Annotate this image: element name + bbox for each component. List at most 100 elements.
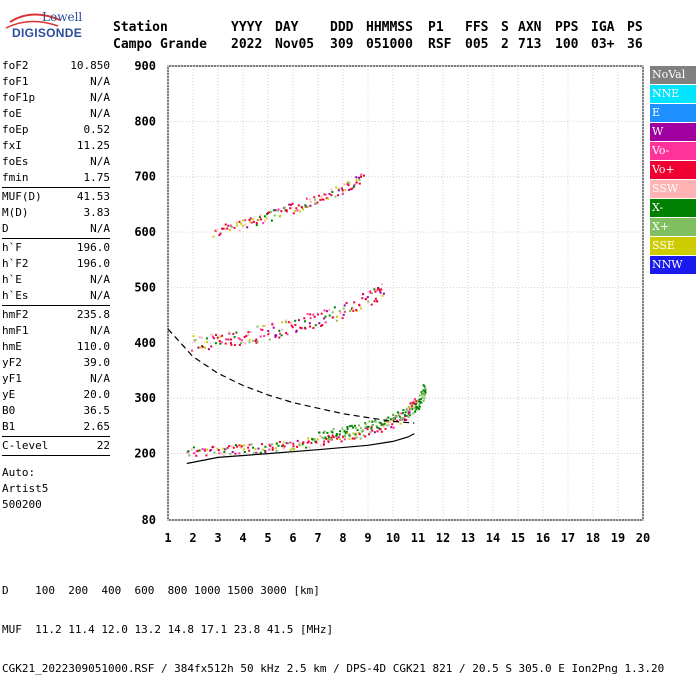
header-value-axn: 713 bbox=[518, 37, 542, 52]
echo-point bbox=[303, 317, 306, 320]
echo-point bbox=[418, 405, 421, 408]
echo-point bbox=[412, 403, 415, 406]
echo-point bbox=[245, 334, 248, 337]
echo-point bbox=[322, 198, 325, 201]
param-row: hmF1 N/A bbox=[2, 323, 110, 339]
param-name: foEs bbox=[2, 155, 29, 168]
echo-point bbox=[249, 221, 252, 224]
echo-point bbox=[290, 324, 293, 327]
echo-point bbox=[330, 436, 333, 439]
echo-point bbox=[387, 421, 389, 424]
param-value: 1.75 bbox=[83, 171, 111, 184]
echo-point bbox=[256, 340, 259, 343]
echo-point bbox=[283, 206, 286, 209]
echo-point bbox=[188, 454, 191, 457]
echo-point bbox=[368, 433, 370, 436]
echo-point bbox=[298, 210, 301, 213]
echo-point bbox=[373, 300, 376, 303]
echo-point bbox=[387, 416, 390, 419]
echo-point bbox=[362, 174, 365, 177]
echo-point bbox=[374, 290, 377, 293]
echo-point bbox=[337, 188, 340, 190]
echo-point bbox=[262, 222, 265, 225]
echo-point bbox=[221, 334, 224, 337]
echo-point bbox=[424, 390, 427, 393]
echo-point bbox=[334, 195, 337, 198]
echo-point bbox=[384, 419, 386, 422]
x-tick-label: 1 bbox=[164, 531, 171, 545]
echo-point bbox=[405, 407, 408, 410]
y-tick-label: 200 bbox=[134, 447, 156, 461]
echo-point bbox=[342, 307, 345, 310]
echo-point bbox=[355, 176, 358, 179]
param-row: fmin 1.75 bbox=[2, 170, 110, 186]
param-value: 11.25 bbox=[76, 139, 110, 152]
echo-point bbox=[243, 336, 246, 339]
echo-point bbox=[312, 313, 315, 316]
header-value-day: Nov05 bbox=[275, 37, 315, 52]
echo-point bbox=[414, 410, 417, 413]
echo-point bbox=[323, 309, 326, 312]
echo-point bbox=[345, 430, 348, 433]
echo-point bbox=[239, 446, 242, 449]
echo-point bbox=[203, 449, 206, 452]
echo-point bbox=[224, 228, 227, 231]
param-row: foF2 10.850 bbox=[2, 58, 110, 74]
echo-point bbox=[420, 398, 423, 401]
autoscale-label: Auto: bbox=[2, 466, 36, 479]
echo-point bbox=[333, 306, 336, 309]
echo-point bbox=[345, 302, 348, 304]
echo-point bbox=[269, 444, 272, 447]
echo-point bbox=[327, 438, 330, 441]
echo-point bbox=[344, 432, 347, 435]
header-label-s: S bbox=[501, 20, 509, 35]
echo-point bbox=[253, 451, 256, 454]
echo-point bbox=[314, 198, 317, 201]
echo-point bbox=[370, 427, 373, 430]
echo-point bbox=[212, 235, 215, 238]
param-name: B1 bbox=[2, 420, 16, 433]
echo-point bbox=[380, 430, 383, 433]
echo-point bbox=[239, 338, 242, 341]
echo-point bbox=[235, 221, 238, 224]
param-value: 0.52 bbox=[83, 123, 111, 136]
echo-point bbox=[339, 430, 342, 433]
echo-point bbox=[373, 431, 376, 434]
param-row: hmE 110.0 bbox=[2, 339, 110, 355]
echo-point bbox=[405, 409, 408, 411]
param-row: yF1 N/A bbox=[2, 371, 110, 387]
polarization-legend: NoVal NNE E W Vo- Vo+ SSW X- X+ SSE NNW bbox=[650, 66, 696, 275]
echo-point bbox=[255, 224, 258, 227]
echo-point bbox=[323, 430, 326, 433]
echo-point bbox=[302, 208, 305, 211]
x-tick-label: 9 bbox=[364, 531, 371, 545]
echo-point bbox=[353, 184, 356, 187]
param-value: N/A bbox=[90, 372, 110, 385]
echo-point bbox=[213, 451, 216, 454]
echo-point bbox=[359, 437, 362, 440]
params-group-profile: hmF2 235.8 hmF1 N/A hmE 110.0 yF2 39.0 yF1 N/A yE 2… bbox=[2, 307, 110, 435]
echo-point bbox=[267, 333, 270, 336]
echo-point bbox=[204, 346, 206, 349]
echo-point bbox=[262, 324, 265, 327]
x-tick-label: 11 bbox=[411, 531, 425, 545]
echo-point bbox=[352, 308, 355, 311]
echo-point bbox=[233, 336, 236, 339]
echo-point bbox=[418, 403, 421, 406]
echo-point bbox=[316, 313, 319, 316]
echo-point bbox=[412, 401, 415, 404]
echo-point bbox=[205, 454, 208, 457]
echo-point bbox=[338, 434, 341, 437]
echo-point bbox=[366, 296, 369, 299]
echo-point bbox=[211, 335, 214, 338]
echo-point bbox=[266, 213, 268, 216]
echo-point bbox=[364, 435, 367, 438]
header-label-yyyy: YYYY bbox=[231, 20, 263, 35]
echo-point bbox=[337, 435, 340, 438]
echo-point bbox=[264, 324, 266, 327]
divider bbox=[2, 305, 110, 307]
echo-point bbox=[277, 209, 280, 212]
echo-point bbox=[201, 448, 204, 451]
echo-point bbox=[323, 440, 326, 443]
param-row: foEs N/A bbox=[2, 154, 110, 170]
